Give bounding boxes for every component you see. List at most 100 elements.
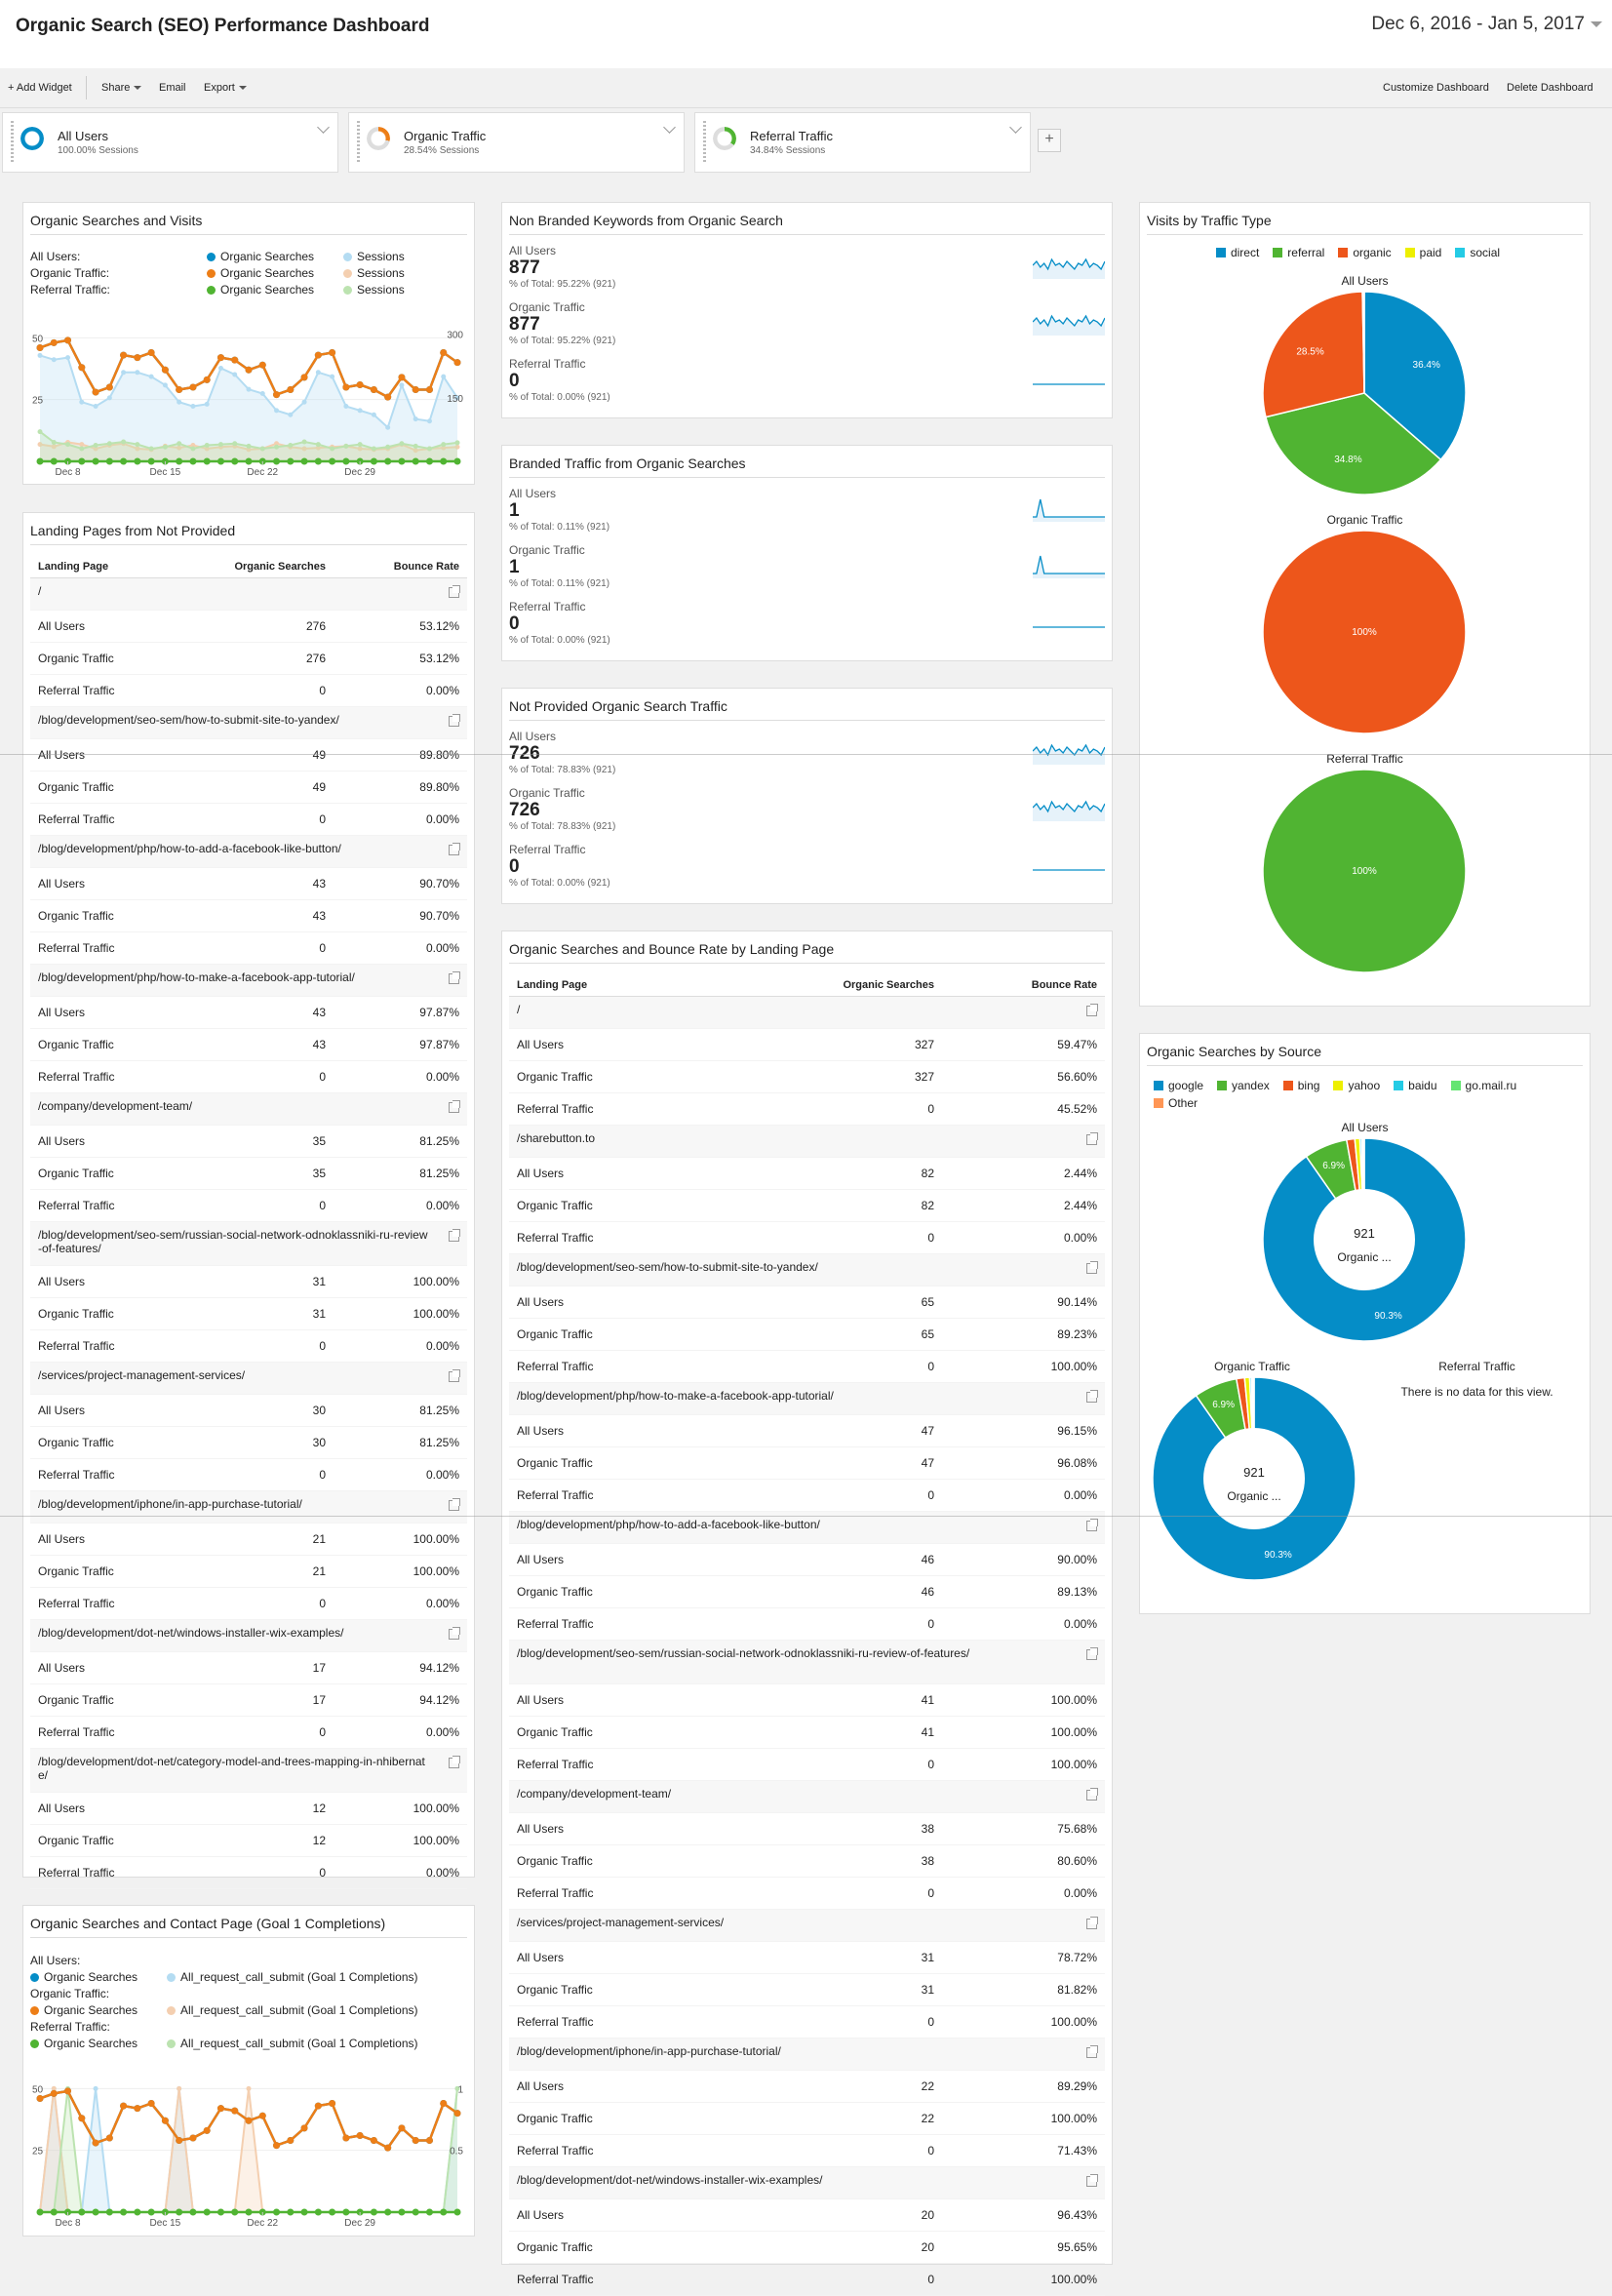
data-point[interactable] (342, 383, 350, 391)
external-link-icon[interactable] (1086, 1004, 1098, 1016)
data-point[interactable] (329, 349, 336, 357)
data-point[interactable] (329, 2100, 336, 2108)
data-point[interactable] (357, 442, 363, 448)
table-group-row[interactable]: /company/development-team/ (509, 1781, 1105, 1813)
table-group-row[interactable]: /blog/development/php/how-to-add-a-faceb… (30, 836, 467, 868)
data-point[interactable] (343, 404, 349, 410)
data-point[interactable] (441, 374, 447, 379)
pie-slice-Other[interactable] (1361, 1137, 1365, 1241)
data-point[interactable] (50, 2089, 58, 2097)
data-point[interactable] (454, 2085, 460, 2091)
data-point[interactable] (134, 2208, 141, 2216)
data-point[interactable] (51, 439, 57, 445)
data-point[interactable] (106, 441, 112, 447)
legend-item-yahoo[interactable]: yahoo (1333, 1077, 1380, 1094)
data-point[interactable] (105, 457, 113, 465)
delete-dashboard-button[interactable]: Delete Dashboard (1507, 82, 1593, 94)
column-header[interactable]: Organic Searches (843, 979, 934, 991)
data-point[interactable] (329, 457, 336, 465)
data-point[interactable] (412, 2208, 419, 2216)
data-point[interactable] (259, 446, 265, 452)
data-point[interactable] (399, 441, 405, 447)
data-point[interactable] (300, 2124, 308, 2132)
landing-page-link[interactable]: /blog/development/php/how-to-make-a-face… (517, 1389, 834, 1403)
pie-slice-referral[interactable] (1265, 392, 1442, 495)
data-point[interactable] (135, 370, 140, 376)
data-point[interactable] (232, 372, 238, 377)
data-point[interactable] (189, 2208, 197, 2216)
data-point[interactable] (385, 424, 391, 430)
data-point[interactable] (342, 2134, 350, 2142)
data-point[interactable] (371, 446, 376, 452)
legend-item-yandex[interactable]: yandex (1217, 1077, 1270, 1094)
data-point[interactable] (37, 429, 43, 435)
data-point[interactable] (412, 457, 419, 465)
landing-page-link[interactable]: /blog/development/iphone/in-app-purchase… (38, 1497, 302, 1511)
data-point[interactable] (120, 2102, 128, 2110)
landing-page-link[interactable]: /services/project-management-services/ (38, 1368, 246, 1382)
data-point[interactable] (231, 457, 239, 465)
data-point[interactable] (330, 446, 335, 452)
data-point[interactable] (93, 404, 98, 410)
data-point[interactable] (357, 446, 363, 452)
email-button[interactable]: Email (159, 82, 186, 94)
table-group-row[interactable]: /services/project-management-services/ (30, 1363, 467, 1395)
data-point[interactable] (51, 357, 57, 363)
landing-page-link[interactable]: /blog/development/php/how-to-add-a-faceb… (517, 1518, 820, 1531)
data-point[interactable] (245, 2208, 253, 2216)
data-point[interactable] (64, 2087, 72, 2095)
data-point[interactable] (176, 386, 183, 394)
segment-organic-traffic[interactable]: Organic Traffic 28.54% Sessions (348, 112, 685, 173)
data-point[interactable] (440, 349, 448, 357)
line-chart[interactable]: 50 25 300 150 Dec 8 Dec 15 Dec 22 Dec 29 (30, 303, 467, 479)
data-point[interactable] (92, 388, 99, 396)
data-point[interactable] (370, 457, 377, 465)
data-point[interactable] (204, 446, 210, 452)
data-point[interactable] (134, 2105, 141, 2113)
data-point[interactable] (384, 2208, 392, 2216)
data-point[interactable] (384, 2144, 392, 2152)
data-point[interactable] (246, 443, 252, 449)
data-point[interactable] (356, 2131, 364, 2139)
external-link-icon[interactable] (1086, 2045, 1098, 2058)
data-point[interactable] (190, 442, 196, 448)
external-link-icon[interactable] (1086, 1390, 1098, 1403)
data-point[interactable] (105, 2134, 113, 2142)
data-point[interactable] (78, 2208, 86, 2216)
data-point[interactable] (413, 448, 418, 454)
data-point[interactable] (301, 439, 307, 445)
data-point[interactable] (425, 2208, 433, 2216)
legend-item-organic[interactable]: organic (1338, 246, 1392, 259)
column-header[interactable]: Bounce Rate (1031, 979, 1097, 991)
data-point[interactable] (36, 2208, 44, 2216)
external-link-icon[interactable] (449, 1100, 460, 1113)
data-point[interactable] (93, 446, 98, 452)
data-point[interactable] (300, 2208, 308, 2216)
data-point[interactable] (399, 382, 405, 388)
data-point[interactable] (216, 457, 224, 465)
data-point[interactable] (454, 440, 460, 446)
data-point[interactable] (147, 457, 155, 465)
legend-item-go-mail-ru[interactable]: go.mail.ru (1450, 1077, 1516, 1094)
data-point[interactable] (177, 2085, 182, 2091)
landing-page-link[interactable]: /blog/development/seo-sem/how-to-submit-… (38, 713, 339, 727)
data-point[interactable] (79, 446, 85, 452)
data-point[interactable] (64, 336, 72, 344)
data-point[interactable] (425, 2137, 433, 2145)
legend-item-bing[interactable]: bing (1282, 1077, 1319, 1094)
data-point[interactable] (453, 457, 461, 465)
external-link-icon[interactable] (449, 1498, 460, 1511)
data-point[interactable] (216, 354, 224, 362)
data-point[interactable] (330, 374, 335, 379)
data-point[interactable] (36, 457, 44, 465)
data-point[interactable] (79, 399, 85, 405)
external-link-icon[interactable] (449, 1627, 460, 1640)
landing-page-link[interactable]: /services/project-management-services/ (517, 1916, 725, 1929)
data-point[interactable] (121, 370, 127, 376)
data-point[interactable] (217, 442, 223, 448)
legend-item-paid[interactable]: paid (1404, 246, 1441, 259)
external-link-icon[interactable] (1086, 1261, 1098, 1274)
data-point[interactable] (315, 445, 321, 451)
data-point[interactable] (36, 343, 44, 351)
data-point[interactable] (245, 457, 253, 465)
